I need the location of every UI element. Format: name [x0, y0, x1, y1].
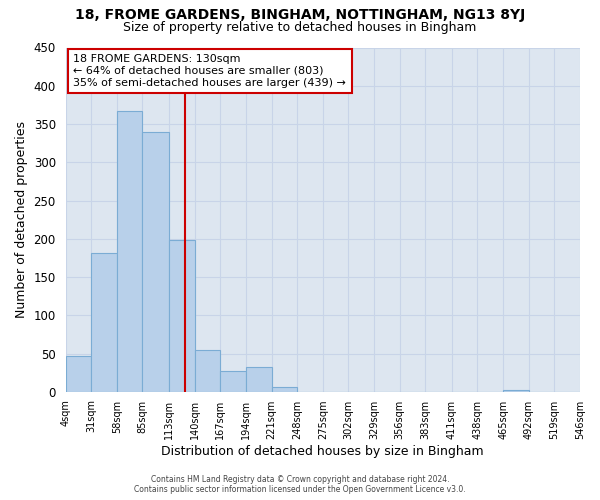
Bar: [91, 254, 117, 392]
X-axis label: Distribution of detached houses by size in Bingham: Distribution of detached houses by size …: [161, 444, 484, 458]
Y-axis label: Number of detached properties: Number of detached properties: [15, 121, 28, 318]
Text: 18, FROME GARDENS, BINGHAM, NOTTINGHAM, NG13 8YJ: 18, FROME GARDENS, BINGHAM, NOTTINGHAM, …: [75, 8, 525, 22]
Bar: [117, 111, 142, 392]
Bar: [169, 240, 194, 392]
Text: Size of property relative to detached houses in Bingham: Size of property relative to detached ho…: [124, 21, 476, 34]
Bar: [65, 356, 91, 392]
Bar: [220, 371, 246, 392]
Bar: [246, 368, 272, 392]
Bar: [194, 350, 220, 392]
Bar: [272, 387, 297, 392]
Text: Contains HM Land Registry data © Crown copyright and database right 2024.
Contai: Contains HM Land Registry data © Crown c…: [134, 474, 466, 494]
Text: 18 FROME GARDENS: 130sqm
← 64% of detached houses are smaller (803)
35% of semi-: 18 FROME GARDENS: 130sqm ← 64% of detach…: [73, 54, 346, 88]
Bar: [142, 132, 169, 392]
Bar: [503, 390, 529, 392]
